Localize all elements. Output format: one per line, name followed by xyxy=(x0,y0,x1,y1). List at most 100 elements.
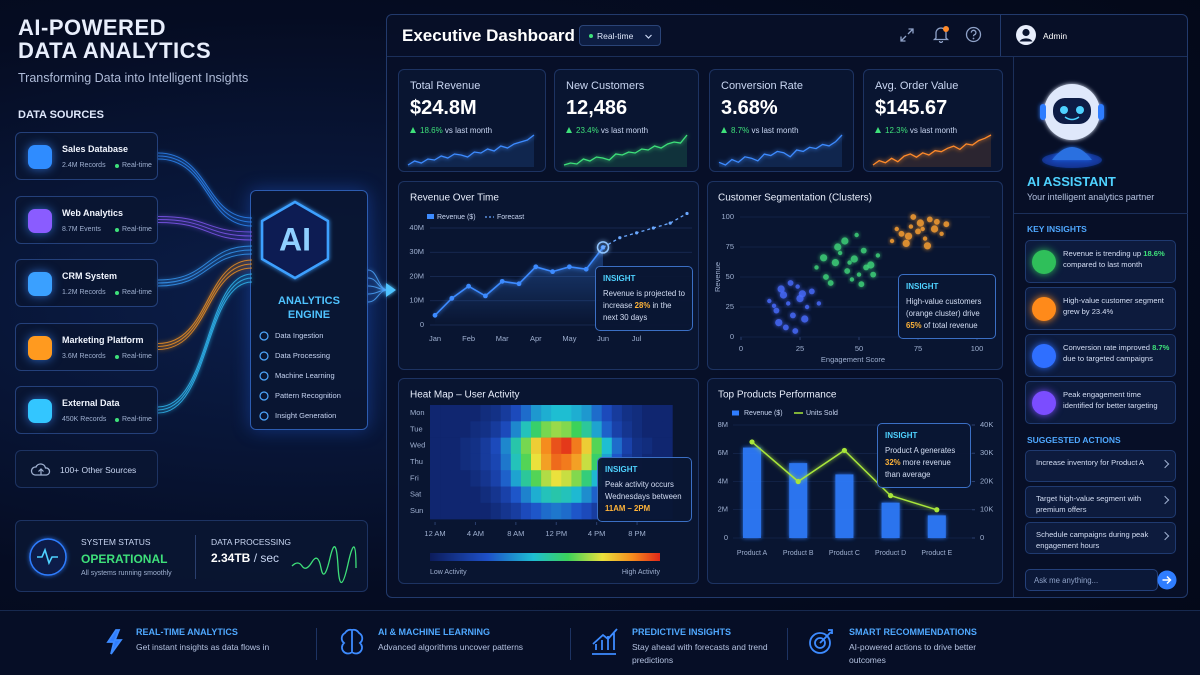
source-card[interactable]: External Data 450K Records Real-time xyxy=(15,386,158,434)
expand-button[interactable] xyxy=(899,27,915,43)
highlight: 11AM – 2PM xyxy=(605,504,651,513)
insight-card: High-value customer segment grew by 23.4… xyxy=(1025,287,1176,330)
action-card[interactable]: Target high-value segment with premium o… xyxy=(1025,486,1176,518)
action-text: Target high-value segment with premium o… xyxy=(1036,494,1142,514)
source-icon xyxy=(28,145,52,169)
kpi-change-text: vs last month xyxy=(751,126,799,135)
text: due to targeted campaigns xyxy=(1063,354,1153,363)
flow-line xyxy=(157,263,253,347)
text: Product A generates xyxy=(885,446,956,455)
insight-icon xyxy=(1032,344,1056,368)
highlight: 28% xyxy=(634,301,651,310)
source-records: 3.6M Records xyxy=(62,352,106,360)
kpi-value: $24.8M xyxy=(410,97,477,119)
highlight: 32% xyxy=(885,458,901,467)
feature-title: PREDICTIVE INSIGHTS xyxy=(632,627,732,637)
kpi-change-value: 12.3% xyxy=(885,126,908,135)
source-card[interactable]: Sales Database 2.4M Records Real-time xyxy=(15,132,158,180)
status-dot xyxy=(115,164,119,168)
divider xyxy=(195,535,196,579)
source-card[interactable]: CRM System 1.2M Records Real-time xyxy=(15,259,158,307)
text: of total revenue xyxy=(923,321,978,330)
chat-input[interactable]: Ask me anything... xyxy=(1025,569,1158,591)
kpi-change: 18.6% vs last month xyxy=(410,126,492,135)
source-card[interactable]: Web Analytics 8.7M Events Real-time xyxy=(15,195,158,244)
insight-box: INSIGHT High-value customers (orange clus… xyxy=(898,274,996,339)
highlight: 18.6% xyxy=(1143,249,1165,258)
flow-line xyxy=(157,259,253,344)
help-button[interactable] xyxy=(965,26,982,43)
avatar[interactable] xyxy=(1015,24,1037,46)
text: Conversion rate improved xyxy=(1063,343,1150,352)
more-sources[interactable]: 100+ Other Sources xyxy=(15,450,158,488)
flow-line xyxy=(367,269,389,291)
mode-label: Real-time xyxy=(597,31,634,41)
text: Peak activity occurs Wednesdays between xyxy=(605,480,682,501)
source-status: Real-time xyxy=(122,289,152,296)
dashboard-title: Executive Dashboard xyxy=(402,26,575,45)
send-button[interactable] xyxy=(1157,570,1177,590)
up-arrow xyxy=(410,127,416,133)
action-card[interactable]: Increase inventory for Product A xyxy=(1025,450,1176,482)
feature-title: SMART RECOMMENDATIONS xyxy=(849,627,977,637)
kpi-change-value: 18.6% xyxy=(420,126,443,135)
title-line: DATA ANALYTICS xyxy=(18,38,212,63)
action-text: Schedule campaigns during peak engagemen… xyxy=(1036,530,1149,550)
insight-heading: INSIGHT xyxy=(906,282,939,291)
source-name: Sales Database xyxy=(62,144,129,154)
mode-dropdown[interactable]: Real-time xyxy=(579,25,661,46)
insight-icon xyxy=(1032,391,1056,415)
engine-title: ANALYTICS ENGINE xyxy=(251,294,367,322)
status-dot xyxy=(115,227,119,232)
up-arrow xyxy=(721,127,727,133)
flow-line xyxy=(157,267,253,350)
flow-line xyxy=(367,289,389,295)
kpi-card: Conversion Rate 3.68% 8.7% vs last month xyxy=(709,69,854,172)
live-dot xyxy=(589,34,593,38)
feature-text: Advanced algorithms uncover patterns xyxy=(378,642,524,652)
source-name: Marketing Platform xyxy=(62,334,144,345)
engine-box: ANALYTICS ENGINE xyxy=(250,190,368,430)
kpi-change: 12.3% vs last month xyxy=(875,126,957,135)
title-line: AI-POWERED xyxy=(18,15,166,40)
source-name: CRM System xyxy=(62,271,118,281)
hero-title: AI-POWERED DATA ANALYTICS xyxy=(18,16,211,62)
system-status: SYSTEM STATUS OPERATIONAL All systems ru… xyxy=(15,520,368,592)
user-name: Admin xyxy=(1043,31,1068,41)
action-card[interactable]: Schedule campaigns during peak engagemen… xyxy=(1025,522,1176,554)
input-placeholder: Ask me anything... xyxy=(1034,576,1099,585)
insight-text: Revenue is projected to increase 28% in … xyxy=(603,288,685,324)
text: compared to last month xyxy=(1063,260,1143,269)
insight-heading: INSIGHT xyxy=(603,274,636,283)
assistant-subtitle: Your intelligent analytics partner xyxy=(1027,192,1155,202)
up-arrow xyxy=(566,127,572,133)
source-status: Real-time xyxy=(122,416,152,423)
kpi-label: Conversion Rate xyxy=(721,80,803,92)
processing-unit: / sec xyxy=(253,551,280,565)
insight-text: Revenue is trending up 18.6% compared to… xyxy=(1063,248,1173,270)
chevron xyxy=(645,34,652,39)
chevron xyxy=(1160,459,1170,469)
insight-text: High-value customers (orange cluster) dr… xyxy=(906,296,988,332)
insight-text: Peak engagement time identified for bett… xyxy=(1063,389,1173,411)
flow-line xyxy=(157,216,253,233)
notifications-button[interactable] xyxy=(932,25,950,43)
insight-box: INSIGHT Peak activity occurs Wednesdays b… xyxy=(597,457,692,522)
source-card[interactable]: Marketing Platform 3.6M Records Real-time xyxy=(15,322,158,371)
flow-line xyxy=(157,277,253,411)
insight-icon xyxy=(1032,297,1056,321)
flow-line xyxy=(157,219,253,237)
kpi-change-text: vs last month xyxy=(600,126,649,135)
divider xyxy=(787,628,788,660)
insight-text: Product A generates 32% more revenue tha… xyxy=(885,445,963,481)
text: Revenue is trending up xyxy=(1063,249,1142,258)
insight-text: High-value customer segment grew by 23.4… xyxy=(1063,295,1173,317)
section-heading: SUGGESTED ACTIONS xyxy=(1027,435,1121,445)
flow-line xyxy=(157,249,253,284)
flow-line xyxy=(157,281,253,414)
flow-line xyxy=(367,277,389,291)
status-dot xyxy=(115,354,119,359)
kpi-change-text: vs last month xyxy=(909,126,958,135)
insight-card: Conversion rate improved 8.7% due to tar… xyxy=(1025,334,1176,377)
insight-card: Revenue is trending up 18.6% compared to… xyxy=(1025,240,1176,283)
